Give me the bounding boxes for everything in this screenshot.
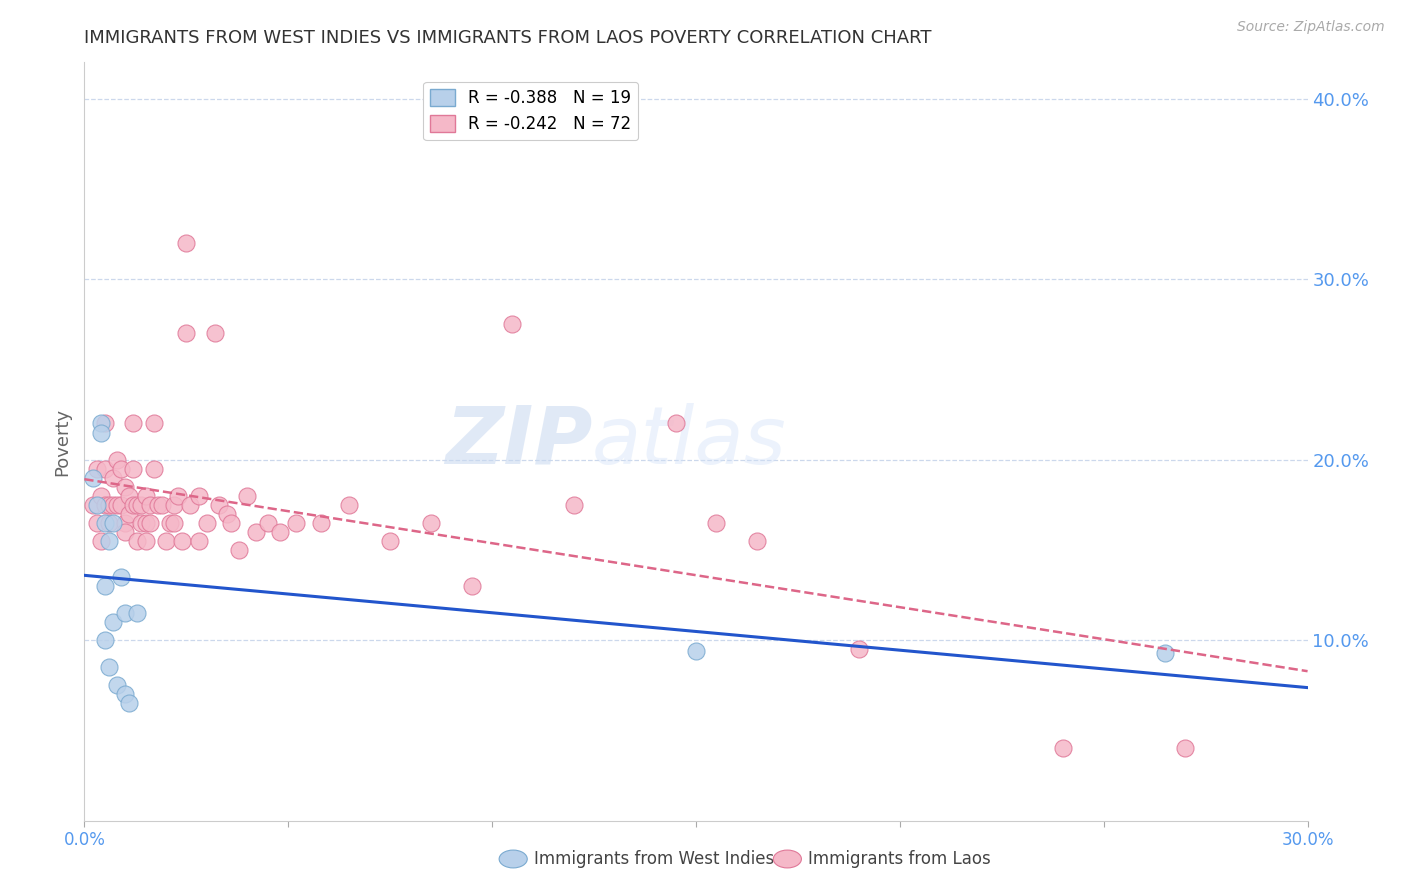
- Point: [228, 542, 250, 557]
- Text: Immigrants from West Indies: Immigrants from West Indies: [534, 850, 775, 868]
- Point: [187, 489, 209, 503]
- Point: [135, 489, 157, 503]
- Point: [420, 516, 443, 530]
- Point: [217, 507, 239, 521]
- Point: [93, 516, 115, 530]
- Point: [97, 660, 120, 674]
- Point: [127, 606, 149, 620]
- Point: [86, 498, 108, 512]
- Point: [706, 516, 728, 530]
- Point: [114, 524, 136, 539]
- Point: [93, 417, 115, 431]
- Point: [127, 498, 149, 512]
- Point: [174, 235, 197, 250]
- Point: [114, 606, 136, 620]
- Point: [118, 507, 141, 521]
- Point: [1154, 646, 1177, 660]
- Point: [269, 524, 291, 539]
- Point: [257, 516, 280, 530]
- Point: [105, 678, 128, 692]
- Point: [110, 461, 132, 475]
- Point: [101, 615, 124, 629]
- Point: [665, 417, 688, 431]
- Text: atlas: atlas: [592, 402, 787, 481]
- Point: [105, 498, 128, 512]
- Point: [179, 498, 201, 512]
- Point: [848, 642, 870, 657]
- Point: [142, 461, 165, 475]
- Point: [1052, 741, 1074, 756]
- Point: [122, 417, 145, 431]
- Point: [86, 461, 108, 475]
- Point: [135, 516, 157, 530]
- Point: [685, 644, 707, 658]
- Point: [208, 498, 231, 512]
- Point: [167, 489, 190, 503]
- Point: [122, 498, 145, 512]
- Point: [174, 326, 197, 341]
- Point: [90, 489, 112, 503]
- Point: [93, 633, 115, 648]
- Point: [339, 498, 361, 512]
- Point: [163, 498, 186, 512]
- Point: [93, 579, 115, 593]
- Point: [195, 516, 218, 530]
- Text: ZIP: ZIP: [444, 402, 592, 481]
- Point: [90, 417, 112, 431]
- Point: [461, 579, 484, 593]
- Point: [110, 498, 132, 512]
- Point: [204, 326, 226, 341]
- Point: [82, 498, 104, 512]
- Point: [142, 417, 165, 431]
- Point: [219, 516, 242, 530]
- Point: [138, 516, 160, 530]
- Point: [97, 498, 120, 512]
- Point: [122, 461, 145, 475]
- Point: [131, 498, 153, 512]
- Text: Immigrants from Laos: Immigrants from Laos: [808, 850, 991, 868]
- Point: [86, 516, 108, 530]
- Legend: R = -0.388   N = 19, R = -0.242   N = 72: R = -0.388 N = 19, R = -0.242 N = 72: [423, 82, 638, 140]
- Point: [155, 533, 177, 548]
- Point: [127, 533, 149, 548]
- Point: [187, 533, 209, 548]
- Point: [135, 533, 157, 548]
- Point: [101, 516, 124, 530]
- Point: [1174, 741, 1197, 756]
- Y-axis label: Poverty: Poverty: [53, 408, 72, 475]
- Point: [118, 696, 141, 710]
- Point: [285, 516, 308, 530]
- Point: [110, 570, 132, 584]
- Point: [101, 470, 124, 484]
- Point: [114, 687, 136, 701]
- Point: [159, 516, 181, 530]
- Point: [747, 533, 769, 548]
- Point: [118, 489, 141, 503]
- Point: [105, 452, 128, 467]
- Point: [309, 516, 332, 530]
- Point: [93, 461, 115, 475]
- Text: Source: ZipAtlas.com: Source: ZipAtlas.com: [1237, 20, 1385, 34]
- Point: [236, 489, 259, 503]
- Point: [380, 533, 402, 548]
- Text: IMMIGRANTS FROM WEST INDIES VS IMMIGRANTS FROM LAOS POVERTY CORRELATION CHART: IMMIGRANTS FROM WEST INDIES VS IMMIGRANT…: [84, 29, 932, 47]
- Point: [93, 498, 115, 512]
- Point: [138, 498, 160, 512]
- Point: [131, 516, 153, 530]
- Point: [101, 498, 124, 512]
- Point: [163, 516, 186, 530]
- Point: [146, 498, 169, 512]
- Point: [245, 524, 267, 539]
- Point: [82, 470, 104, 484]
- Point: [114, 516, 136, 530]
- Point: [502, 317, 524, 331]
- Point: [150, 498, 173, 512]
- Point: [90, 533, 112, 548]
- Point: [562, 498, 585, 512]
- Point: [97, 516, 120, 530]
- Point: [97, 533, 120, 548]
- Point: [172, 533, 194, 548]
- Point: [90, 425, 112, 440]
- Point: [114, 480, 136, 494]
